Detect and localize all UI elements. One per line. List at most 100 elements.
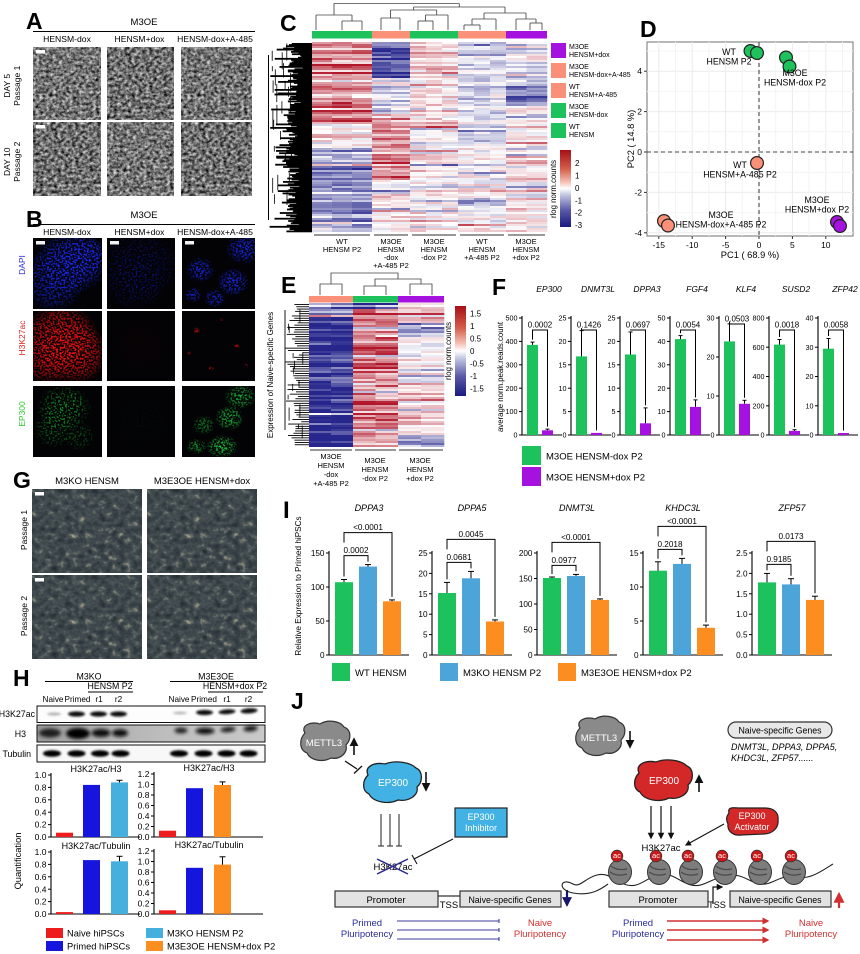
svg-text:0.9185: 0.9185 (766, 555, 791, 564)
svg-text:0.0: 0.0 (35, 832, 47, 842)
svg-text:H3: H3 (15, 729, 26, 739)
svg-text:1.5: 1.5 (470, 310, 482, 319)
svg-text:Naive hiPSCs: Naive hiPSCs (67, 929, 125, 939)
svg-text:-2: -2 (634, 187, 642, 197)
svg-text:20: 20 (559, 337, 567, 346)
svg-text:DNMT3L, DPPA3, DPPA5,: DNMT3L, DPPA3, DPPA5, (731, 742, 837, 752)
svg-text:Naive: Naive (799, 918, 823, 929)
svg-text:25: 25 (418, 549, 428, 558)
svg-text:average norm.peak.reads.count: average norm.peak.reads.count (496, 321, 505, 432)
svg-text:<0.0001: <0.0001 (353, 523, 383, 532)
svg-text:WT: WT (476, 237, 488, 246)
svg-text:HENSM+A-485 P2: HENSM+A-485 P2 (703, 170, 777, 180)
svg-text:M3OE: M3OE (423, 237, 444, 246)
svg-text:0.6: 0.6 (35, 872, 47, 882)
svg-text:HENSM: HENSM (512, 245, 539, 254)
svg-text:Quantification: Quantification (13, 833, 23, 890)
svg-text:HENSM P2: HENSM P2 (323, 245, 361, 254)
svg-text:-5: -5 (722, 240, 730, 250)
svg-text:WT: WT (733, 160, 747, 170)
svg-text:DPPA3: DPPA3 (633, 284, 661, 294)
svg-text:<0.0001: <0.0001 (667, 517, 697, 526)
svg-text:DPPA3: DPPA3 (355, 503, 384, 513)
svg-text:5: 5 (612, 407, 616, 416)
svg-text:Primed: Primed (191, 695, 217, 704)
svg-text:M3OE: M3OE (364, 456, 385, 465)
svg-text:20: 20 (608, 337, 616, 346)
svg-text:M3E3OE HENSM+dox P2: M3E3OE HENSM+dox P2 (167, 942, 275, 952)
svg-text:15: 15 (608, 360, 616, 369)
svg-text:30: 30 (707, 314, 715, 323)
svg-text:H3K27ac: H3K27ac (0, 709, 36, 719)
svg-text:0.0018: 0.0018 (775, 321, 800, 330)
svg-text:0: 0 (470, 347, 475, 356)
svg-text:M3KO: M3KO (77, 672, 102, 682)
svg-text:5: 5 (790, 240, 795, 250)
svg-text:25: 25 (559, 314, 567, 323)
svg-text:H3K27ac/H3: H3K27ac/H3 (70, 764, 121, 774)
svg-text:10: 10 (608, 384, 616, 393)
svg-text:Primed: Primed (352, 918, 382, 929)
svg-text:Tubulin: Tubulin (2, 749, 31, 759)
svg-text:-10: -10 (686, 240, 699, 250)
svg-text:Naive-specific Genes: Naive-specific Genes (738, 726, 822, 736)
svg-text:r2: r2 (245, 695, 253, 704)
svg-text:0.0002: 0.0002 (343, 546, 368, 555)
svg-text:1.2: 1.2 (138, 769, 150, 779)
svg-text:0: 0 (423, 651, 428, 660)
svg-text:30: 30 (658, 360, 666, 369)
svg-text:400: 400 (506, 337, 518, 346)
svg-text:0.8: 0.8 (35, 860, 47, 870)
svg-text:H3K27ac: H3K27ac (641, 843, 680, 854)
svg-text:M3OE: M3OE (805, 195, 830, 205)
svg-text:ZFP42: ZFP42 (831, 284, 858, 294)
svg-text:HENSM: HENSM (317, 461, 344, 470)
svg-text:HENSM-dox P2: HENSM-dox P2 (764, 78, 826, 88)
svg-text:rlog norm.counts: rlog norm.counts (549, 160, 558, 218)
svg-text:Expression of Naive-specific G: Expression of Naive-specific Genes (266, 312, 275, 438)
svg-text:DPPA5: DPPA5 (458, 503, 488, 513)
svg-text:1.0: 1.0 (138, 857, 150, 867)
svg-text:WT: WT (569, 84, 581, 91)
svg-text:HENSM: HENSM (468, 245, 495, 254)
svg-text:1.0: 1.0 (35, 770, 47, 780)
svg-text:25: 25 (608, 314, 616, 323)
svg-text:-dox: -dox (384, 253, 399, 262)
svg-text:-1: -1 (575, 196, 583, 205)
svg-text:0.4: 0.4 (35, 807, 47, 817)
svg-text:10: 10 (707, 392, 715, 401)
svg-text:r1: r1 (223, 695, 231, 704)
svg-text:HENSM: HENSM (377, 245, 404, 254)
svg-text:600: 600 (753, 343, 765, 352)
svg-text:0.8: 0.8 (138, 867, 150, 877)
svg-text:EP300: EP300 (536, 284, 562, 294)
svg-text:HENSM+dox P2: HENSM+dox P2 (203, 681, 267, 691)
svg-text:0.0681: 0.0681 (446, 553, 471, 562)
svg-text:H3K27ac/Tubulin: H3K27ac/Tubulin (175, 840, 244, 850)
svg-text:PC2 ( 14.8 %): PC2 ( 14.8 %) (626, 110, 636, 168)
svg-text:+A-485 P2: +A-485 P2 (464, 253, 500, 262)
svg-text:HENSM-dox: HENSM-dox (569, 112, 608, 119)
svg-text:M3E3OE: M3E3OE (198, 672, 234, 682)
svg-text:M3OE: M3OE (783, 68, 808, 78)
svg-text:Primed: Primed (65, 695, 91, 704)
svg-text:Naive-specific Genes: Naive-specific Genes (468, 895, 552, 905)
svg-text:EP300: EP300 (738, 811, 765, 821)
svg-text:TSS: TSS (708, 900, 726, 910)
svg-text:0.4: 0.4 (138, 888, 150, 898)
svg-text:150: 150 (311, 549, 325, 558)
svg-text:20: 20 (707, 353, 715, 362)
svg-text:HENSM-dox+A-485 P2: HENSM-dox+A-485 P2 (676, 220, 767, 230)
svg-text:-1.5: -1.5 (470, 385, 484, 394)
svg-text:200: 200 (753, 401, 765, 410)
svg-text:Primed: Primed (623, 918, 653, 929)
svg-text:0.4: 0.4 (138, 811, 150, 821)
svg-text:M3KO HENSM P2: M3KO HENSM P2 (167, 929, 243, 939)
svg-text:TSS: TSS (440, 900, 458, 911)
svg-text:0: 0 (662, 431, 666, 440)
svg-text:100: 100 (311, 583, 325, 592)
svg-text:Pluripotency: Pluripotency (785, 929, 838, 940)
svg-text:HENSM P2: HENSM P2 (88, 681, 133, 691)
svg-text:1.0: 1.0 (35, 847, 47, 857)
svg-text:0.2018: 0.2018 (657, 540, 682, 549)
